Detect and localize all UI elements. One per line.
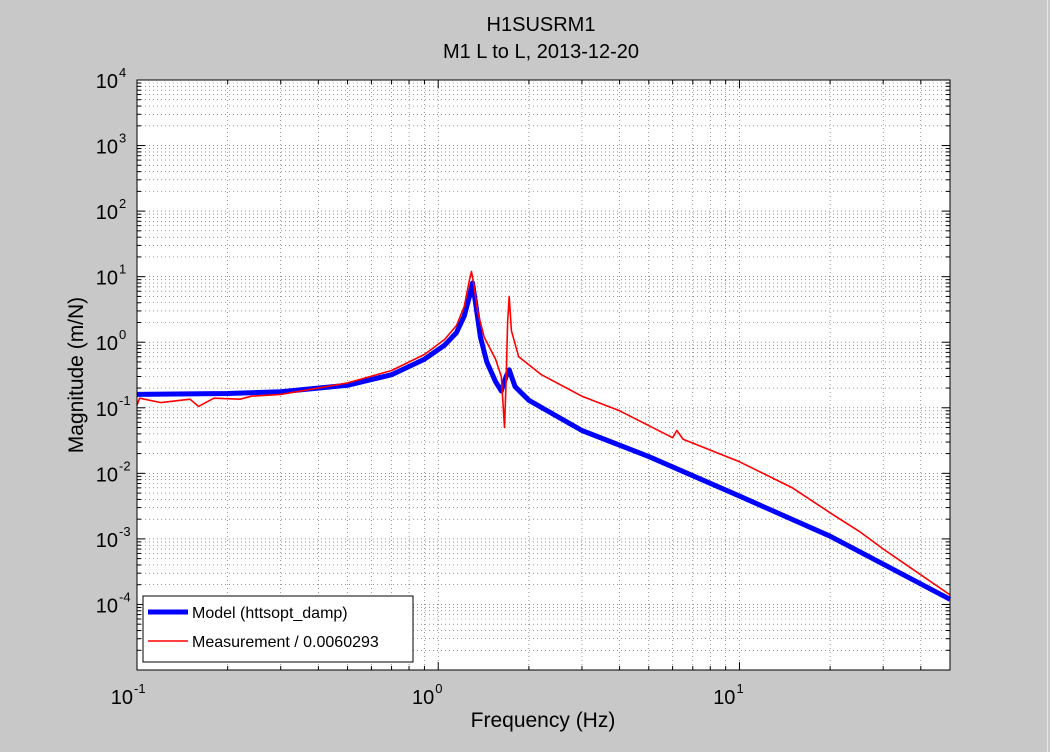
legend-box [142,595,414,663]
y-tick-exponent: -2 [119,458,131,473]
plot-frame [136,79,951,671]
x-tick-exponent: 1 [736,681,743,696]
y-tick-label: 10 [96,530,118,552]
x-tick-exponent: 0 [435,681,442,696]
chart-subtitle: M1 L to L, 2013-12-20 [443,41,639,63]
plot-area [136,79,952,671]
y-tick-exponent: 3 [119,131,126,146]
y-tick-label: 10 [96,268,118,290]
y-tick-exponent: -1 [119,393,131,408]
chart-title: H1SUSRM1 [487,14,596,36]
x-tick-label: 10 [111,687,133,709]
tick-marks [136,79,951,671]
y-tick-label: 10 [96,333,118,355]
y-tick-label: 10 [96,399,118,421]
y-tick-exponent: 4 [119,65,126,80]
y-tick-label: 10 [96,71,118,93]
series-layer [136,270,952,602]
y-tick-exponent: 1 [119,262,126,277]
y-tick-exponent: -4 [119,589,131,604]
legend-label-measurement: Measurement / 0.0060293 [192,634,379,651]
series-line-model [136,280,952,602]
x-tick-exponent: -1 [134,681,146,696]
series-line-measurement [136,270,951,596]
y-tick-label: 10 [96,595,118,617]
x-axis-label: Frequency (Hz) [471,709,616,732]
y-axis-label: Magnitude (m/N) [65,297,88,453]
y-tick-label: 10 [96,202,118,224]
legend: Model (httsopt_damp) Measurement / 0.006… [142,595,414,663]
y-tick-exponent: 0 [119,327,126,342]
x-tick-label: 10 [713,687,735,709]
y-tick-label: 10 [96,137,118,159]
x-tick-label: 10 [412,687,434,709]
y-tick-exponent: 2 [119,196,126,211]
legend-label-model: Model (httsopt_damp) [192,605,348,622]
y-tick-exponent: -3 [119,524,131,539]
window-edge [1047,0,1048,752]
x-tick-labels: 10 -1 10 0 10 1 [111,681,744,709]
y-tick-label: 10 [96,464,118,486]
